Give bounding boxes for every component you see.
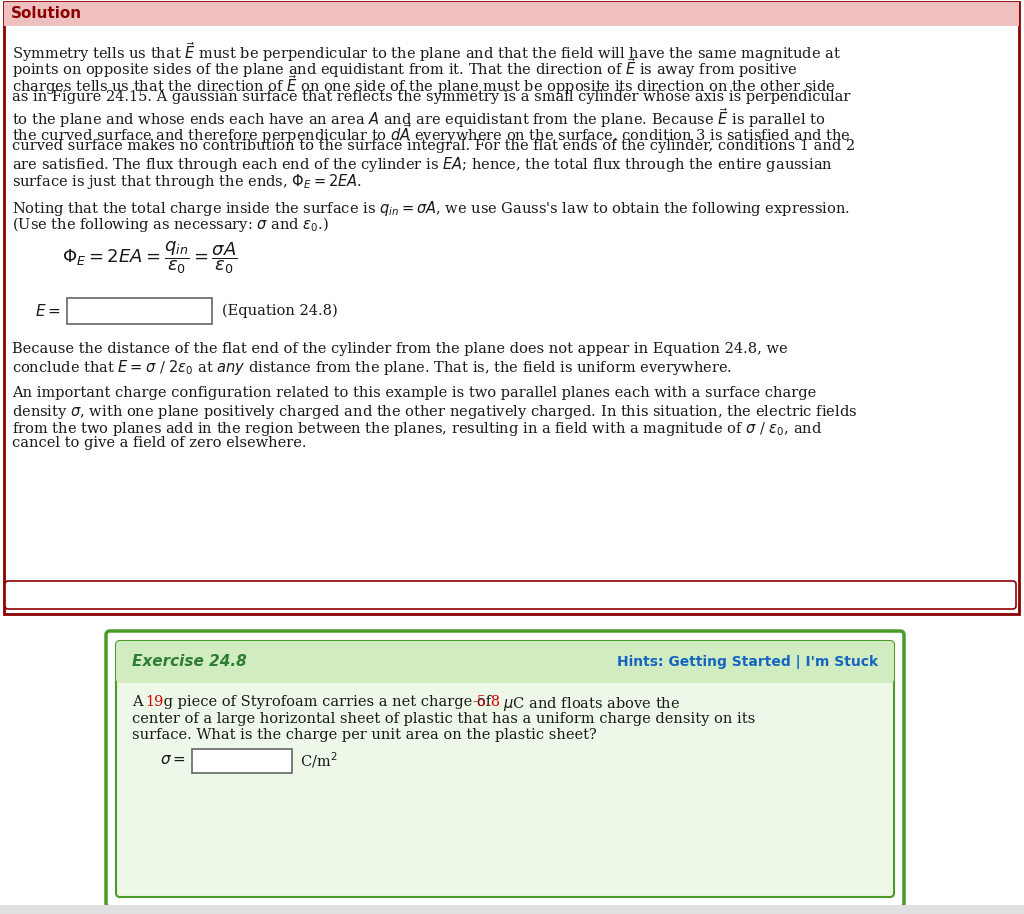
Text: surface. What is the charge per unit area on the plastic sheet?: surface. What is the charge per unit are…: [132, 728, 597, 742]
Text: from the two planes add in the region between the planes, resulting in a field w: from the two planes add in the region be…: [12, 420, 822, 438]
Text: -5.8: -5.8: [472, 695, 500, 709]
Text: points on opposite sides of the plane and equidistant from it. That the directio: points on opposite sides of the plane an…: [12, 57, 798, 80]
Text: C/m$^2$: C/m$^2$: [300, 750, 338, 771]
Text: (Use the following as necessary: $\sigma$ and $\varepsilon_0$.): (Use the following as necessary: $\sigma…: [12, 215, 329, 234]
Text: (Equation 24.8): (Equation 24.8): [222, 303, 338, 318]
Text: the curved surface and therefore perpendicular to $d\vec{A}$ everywhere on the s: the curved surface and therefore perpend…: [12, 122, 851, 146]
Text: to the plane and whose ends each have an area $A$ and are equidistant from the p: to the plane and whose ends each have an…: [12, 106, 825, 130]
Text: $\sigma =$: $\sigma =$: [160, 753, 186, 768]
Bar: [193, 749, 292, 772]
Bar: [4, 2, 1019, 26]
Text: are satisfied. The flux through each end of the cylinder is $EA$; hence, the tot: are satisfied. The flux through each end…: [12, 155, 833, 175]
Bar: [4, 2, 1019, 614]
FancyBboxPatch shape: [106, 631, 904, 907]
Text: $E =$: $E =$: [35, 303, 61, 318]
Text: cancel to give a field of zero elsewhere.: cancel to give a field of zero elsewhere…: [12, 436, 306, 450]
Bar: [120, 645, 890, 679]
Text: density $\sigma$, with one plane positively charged and the other negatively cha: density $\sigma$, with one plane positiv…: [12, 403, 857, 421]
FancyBboxPatch shape: [116, 641, 894, 897]
Text: g piece of Styrofoam carries a net charge of: g piece of Styrofoam carries a net charg…: [159, 695, 496, 709]
Text: Because the distance of the flat end of the cylinder from the plane does not app: Because the distance of the flat end of …: [12, 342, 787, 356]
Text: Hints: Getting Started | I'm Stuck: Hints: Getting Started | I'm Stuck: [616, 655, 878, 669]
Text: An important charge configuration related to this example is two parallel planes: An important charge configuration relate…: [12, 387, 816, 400]
Text: surface is just that through the ends, $\Phi_E = 2EA$.: surface is just that through the ends, $…: [12, 172, 362, 191]
Text: $\Phi_E = 2EA = \dfrac{q_{in}}{\varepsilon_0} = \dfrac{\sigma A}{\varepsilon_0}$: $\Phi_E = 2EA = \dfrac{q_{in}}{\varepsil…: [62, 239, 238, 276]
Bar: [0, 905, 1024, 914]
Text: A: A: [132, 695, 147, 709]
Bar: [67, 297, 212, 324]
Text: Exercise 24.8: Exercise 24.8: [132, 654, 247, 669]
Text: center of a large horizontal sheet of plastic that has a uniform charge density : center of a large horizontal sheet of pl…: [132, 711, 756, 726]
Text: $\mu$C and floats above the: $\mu$C and floats above the: [499, 695, 680, 713]
Text: Noting that the total charge inside the surface is $q_{in} = \sigma A$, we use G: Noting that the total charge inside the …: [12, 198, 850, 218]
Text: Solution: Solution: [11, 6, 82, 22]
FancyBboxPatch shape: [116, 641, 894, 683]
Text: curved surface makes no contribution to the surface integral. For the flat ends : curved surface makes no contribution to …: [12, 139, 855, 153]
Text: as in Figure 24.15. A gaussian surface that reflects the symmetry is a small cyl: as in Figure 24.15. A gaussian surface t…: [12, 90, 850, 103]
FancyBboxPatch shape: [5, 581, 1016, 609]
Text: conclude that $E = \sigma$ / $2\varepsilon_0$ at $\mathit{any}$ distance from th: conclude that $E = \sigma$ / $2\varepsil…: [12, 358, 732, 377]
Text: 19: 19: [145, 695, 164, 709]
Text: Symmetry tells us that $\vec{E}$ must be perpendicular to the plane and that the: Symmetry tells us that $\vec{E}$ must be…: [12, 40, 841, 64]
Text: charges tells us that the direction of $\vec{E}$ on one side of the plane must b: charges tells us that the direction of $…: [12, 73, 836, 97]
